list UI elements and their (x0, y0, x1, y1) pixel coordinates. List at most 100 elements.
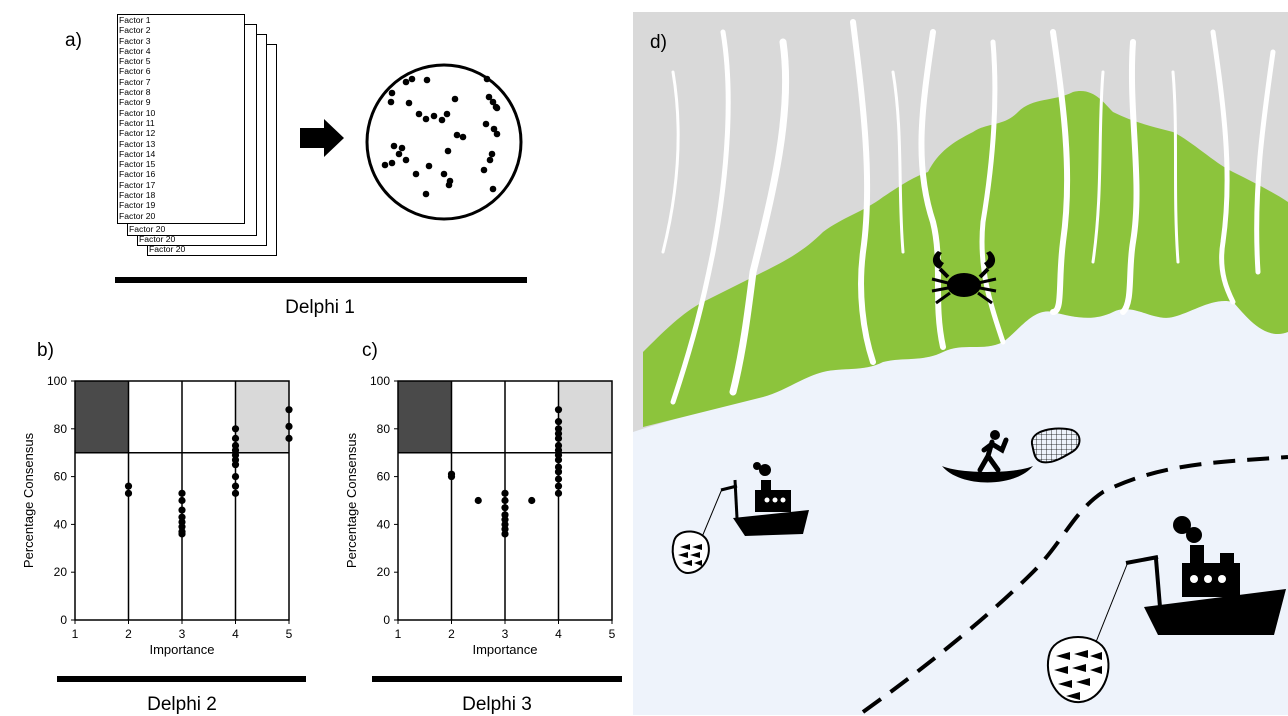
delphi2-caption: Delphi 2 (132, 694, 232, 716)
x-axis-label: Importance (149, 642, 214, 657)
delphi3-bar (372, 676, 622, 682)
data-point (555, 475, 562, 482)
data-point (555, 483, 562, 490)
factor-item: Factor 2 (119, 25, 244, 35)
data-point (501, 490, 508, 497)
factor-item: Factor 18 (119, 190, 244, 200)
chart-delphi-3: 0 20 40 60 80 100 1 2 3 4 5 Importance Percentage Co… (322, 362, 627, 670)
large-trawler-icon (1120, 515, 1288, 640)
data-point (125, 490, 132, 497)
panel-c-label: c) (362, 340, 378, 362)
y-axis-label: Percentage Consensus (21, 432, 36, 568)
y-tick-label: 40 (377, 517, 391, 531)
factor-item: Factor 15 (119, 159, 244, 169)
data-point (285, 423, 292, 430)
data-point (448, 473, 455, 480)
factor-item: Factor 10 (119, 108, 244, 118)
x-tick-label: 4 (555, 627, 562, 641)
data-point (178, 497, 185, 504)
y-tick-label: 0 (60, 613, 67, 627)
factor-item: Factor 19 (119, 200, 244, 210)
panel-d-label: d) (650, 32, 667, 54)
high-importance-consensus-region (236, 381, 290, 453)
factor-item: Factor 7 (119, 77, 244, 87)
data-point (232, 425, 239, 432)
chart-delphi-2: 0 20 40 60 80 100 1 2 3 4 5 Importance Percentage Co… (0, 362, 320, 670)
low-importance-consensus-region (398, 381, 452, 453)
y-tick-label: 0 (383, 613, 390, 627)
factor-item: Factor 17 (119, 180, 244, 190)
fish-net-icon (668, 485, 726, 579)
crab-icon (928, 245, 1000, 313)
factor-item: Factor 13 (119, 139, 244, 149)
factor-item: Factor 11 (119, 118, 244, 128)
factor-item: Factor 9 (119, 97, 244, 107)
stack-tail-label: Factor 20 (139, 234, 175, 244)
data-point (178, 506, 185, 513)
data-point (555, 490, 562, 497)
data-point (178, 530, 185, 537)
arrow-icon (298, 118, 346, 158)
panel-b-label: b) (37, 340, 54, 362)
data-point (555, 468, 562, 475)
data-point (178, 490, 185, 497)
high-importance-consensus-region (559, 381, 613, 453)
hand-net-icon (1026, 424, 1084, 469)
factor-item: Factor 8 (119, 87, 244, 97)
x-tick-label: 2 (125, 627, 132, 641)
y-tick-label: 60 (377, 470, 391, 484)
data-point (528, 497, 535, 504)
stack-tail-label: Factor 20 (149, 244, 185, 254)
y-tick-label: 80 (377, 422, 391, 436)
y-tick-label: 20 (54, 565, 68, 579)
panel-a-label: a) (65, 30, 82, 52)
x-tick-label: 5 (609, 627, 616, 641)
factor-item: Factor 14 (119, 149, 244, 159)
y-tick-label: 60 (54, 470, 68, 484)
x-tick-label: 1 (395, 627, 402, 641)
factor-list: Factor 1 Factor 2 Factor 3 Factor 4 Fact… (117, 14, 245, 224)
x-tick-label: 1 (72, 627, 79, 641)
factor-item: Factor 1 (119, 15, 244, 25)
y-tick-label: 100 (370, 374, 390, 388)
x-tick-label: 4 (232, 627, 239, 641)
factor-item: Factor 5 (119, 56, 244, 66)
data-point (475, 497, 482, 504)
factor-item: Factor 16 (119, 169, 244, 179)
data-point (555, 456, 562, 463)
delphi1-bar (115, 277, 527, 283)
fish-net-icon (1040, 560, 1132, 710)
factor-item: Factor 3 (119, 36, 244, 46)
x-tick-label: 5 (286, 627, 293, 641)
low-importance-consensus-region (75, 381, 129, 453)
y-tick-label: 80 (54, 422, 68, 436)
y-axis-label: Percentage Consensus (344, 432, 359, 568)
x-tick-label: 2 (448, 627, 455, 641)
fisher-boat-icon (940, 428, 1035, 500)
factor-item: Factor 4 (119, 46, 244, 56)
y-tick-label: 20 (377, 565, 391, 579)
y-tick-label: 40 (54, 517, 68, 531)
data-point (232, 435, 239, 442)
factor-item: Factor 20 (119, 211, 244, 221)
data-point (125, 483, 132, 490)
small-trawler-icon (715, 460, 815, 542)
delphi1-caption: Delphi 1 (270, 297, 370, 319)
y-tick-label: 100 (47, 374, 67, 388)
factor-item: Factor 6 (119, 66, 244, 76)
stack-tail-label: Factor 20 (129, 224, 165, 234)
factor-circle (364, 62, 524, 222)
factor-item: Factor 12 (119, 128, 244, 138)
data-point (501, 497, 508, 504)
x-tick-label: 3 (502, 627, 509, 641)
data-point (555, 418, 562, 425)
data-point (501, 504, 508, 511)
data-point (232, 483, 239, 490)
data-point (285, 406, 292, 413)
data-point (555, 435, 562, 442)
data-point (501, 530, 508, 537)
delphi2-bar (57, 676, 306, 682)
x-tick-label: 3 (179, 627, 186, 641)
data-point (285, 435, 292, 442)
data-point (232, 490, 239, 497)
